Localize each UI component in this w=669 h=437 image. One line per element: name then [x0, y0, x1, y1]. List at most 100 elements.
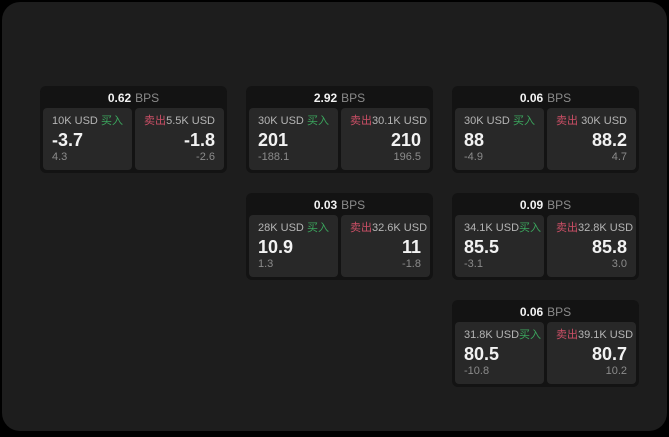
spread-value: 0.03: [313, 198, 338, 212]
buy-amount: 30K USD: [258, 115, 304, 127]
sell-sub-value: 196.5: [393, 151, 421, 163]
quote-card: 2.92 BPS 30K USD 买入 201 -188.1 卖出 30.1K …: [246, 86, 433, 173]
sell-panel[interactable]: 卖出 30.1K USD 210 196.5: [341, 108, 430, 170]
quote-card: 0.06 BPS 31.8K USD 买入 80.5 -10.8 卖出 39.1…: [452, 300, 639, 387]
spread-header: 2.92 BPS: [249, 89, 430, 108]
buy-price: 88: [464, 129, 485, 150]
buy-price: 201: [258, 129, 289, 150]
buy-amount: 34.1K USD: [464, 222, 520, 234]
sell-price: 210: [390, 129, 421, 150]
buy-price: -3.7: [52, 129, 84, 150]
buy-amount: 30K USD: [464, 115, 510, 127]
spread-header: 0.06 BPS: [455, 89, 636, 108]
sell-sub-value: -1.8: [402, 258, 421, 270]
spread-unit-label: BPS: [341, 91, 366, 105]
buy-sub-value: -188.1: [258, 151, 290, 163]
sell-sub-value: 4.7: [611, 151, 627, 163]
spread-value: 2.92: [313, 91, 338, 105]
quotes-grid: 0.62 BPS 10K USD 买入 -3.7 4.3 卖出 5.5K USD…: [40, 86, 639, 387]
quote-card: 0.09 BPS 34.1K USD 买入 85.5 -3.1 卖出 32.8K…: [452, 193, 639, 280]
sell-amount: 5.5K USD: [166, 115, 215, 127]
sell-panel-header: 卖出 5.5K USD: [144, 115, 215, 128]
spread-unit-label: BPS: [341, 198, 366, 212]
buy-panel[interactable]: 28K USD 买入 10.9 1.3: [249, 215, 338, 277]
sell-amount: 30.1K USD: [372, 115, 428, 127]
buy-side-label: 买入: [307, 222, 329, 234]
sell-side-label: 卖出: [350, 222, 372, 234]
sell-price: 85.8: [591, 236, 627, 257]
spread-value: 0.62: [107, 91, 132, 105]
spread-unit-label: BPS: [547, 305, 572, 319]
sell-amount: 32.6K USD: [372, 222, 428, 234]
spread-header: 0.03 BPS: [249, 196, 430, 215]
sell-panel[interactable]: 卖出 32.8K USD 85.8 3.0: [547, 215, 636, 277]
sell-panel[interactable]: 卖出 5.5K USD -1.8 -2.6: [135, 108, 224, 170]
buy-panel-header: 28K USD 买入: [258, 222, 329, 235]
quote-panels: 31.8K USD 买入 80.5 -10.8 卖出 39.1K USD 80.…: [455, 322, 636, 384]
quote-panels: 34.1K USD 买入 85.5 -3.1 卖出 32.8K USD 85.8…: [455, 215, 636, 277]
quote-panels: 28K USD 买入 10.9 1.3 卖出 32.6K USD 11 -1.8: [249, 215, 430, 277]
sell-price: -1.8: [183, 129, 215, 150]
spread-header: 0.09 BPS: [455, 196, 636, 215]
sell-price: 88.2: [591, 129, 627, 150]
buy-price: 80.5: [464, 343, 500, 364]
sell-panel[interactable]: 卖出 32.6K USD 11 -1.8: [341, 215, 430, 277]
buy-panel-header: 10K USD 买入: [52, 115, 123, 128]
sell-panel[interactable]: 卖出 30K USD 88.2 4.7: [547, 108, 636, 170]
sell-panel-header: 卖出 30K USD: [556, 115, 627, 128]
buy-panel-header: 30K USD 买入: [258, 115, 329, 128]
sell-amount: 30K USD: [581, 115, 627, 127]
buy-price: 10.9: [258, 236, 294, 257]
buy-panel-header: 34.1K USD 买入: [464, 222, 541, 235]
buy-panel-header: 31.8K USD 买入: [464, 329, 541, 342]
buy-panel[interactable]: 31.8K USD 买入 80.5 -10.8: [455, 322, 544, 384]
quote-card: 0.03 BPS 28K USD 买入 10.9 1.3 卖出 32.6K US…: [246, 193, 433, 280]
sell-sub-value: 3.0: [611, 258, 627, 270]
buy-amount: 10K USD: [52, 115, 98, 127]
quote-panels: 30K USD 买入 88 -4.9 卖出 30K USD 88.2 4.7: [455, 108, 636, 170]
sell-sub-value: 10.2: [605, 365, 627, 377]
buy-sub-value: -3.1: [464, 258, 483, 270]
sell-price: 80.7: [591, 343, 627, 364]
spread-value: 0.06: [519, 91, 544, 105]
buy-panel-header: 30K USD 买入: [464, 115, 535, 128]
buy-sub-value: -10.8: [464, 365, 490, 377]
buy-side-label: 买入: [101, 115, 123, 127]
spread-unit-label: BPS: [547, 198, 572, 212]
sell-side-label: 卖出: [556, 222, 578, 234]
buy-sub-value: 4.3: [52, 151, 68, 163]
buy-amount: 28K USD: [258, 222, 304, 234]
sell-price: 11: [401, 236, 421, 257]
quote-board-screen: 0.62 BPS 10K USD 买入 -3.7 4.3 卖出 5.5K USD…: [2, 2, 667, 431]
sell-side-label: 卖出: [350, 115, 372, 127]
buy-price: 85.5: [464, 236, 500, 257]
buy-side-label: 买入: [519, 329, 542, 341]
spread-unit-label: BPS: [547, 91, 572, 105]
spread-header: 0.06 BPS: [455, 303, 636, 322]
buy-sub-value: 1.3: [258, 258, 274, 270]
buy-panel[interactable]: 10K USD 买入 -3.7 4.3: [43, 108, 132, 170]
sell-panel-header: 卖出 32.8K USD: [556, 222, 633, 235]
sell-panel-header: 卖出 32.6K USD: [350, 222, 427, 235]
buy-panel[interactable]: 30K USD 买入 88 -4.9: [455, 108, 544, 170]
sell-panel-header: 卖出 39.1K USD: [556, 329, 633, 342]
sell-sub-value: -2.6: [196, 151, 215, 163]
sell-side-label: 卖出: [556, 329, 578, 341]
sell-panel-header: 卖出 30.1K USD: [350, 115, 427, 128]
buy-side-label: 买入: [307, 115, 329, 127]
buy-amount: 31.8K USD: [464, 329, 520, 341]
quote-panels: 30K USD 买入 201 -188.1 卖出 30.1K USD 210 1…: [249, 108, 430, 170]
buy-panel[interactable]: 34.1K USD 买入 85.5 -3.1: [455, 215, 544, 277]
sell-amount: 39.1K USD: [578, 329, 634, 341]
spread-unit-label: BPS: [135, 91, 160, 105]
spread-header: 0.62 BPS: [43, 89, 224, 108]
sell-amount: 32.8K USD: [578, 222, 634, 234]
quote-panels: 10K USD 买入 -3.7 4.3 卖出 5.5K USD -1.8 -2.…: [43, 108, 224, 170]
sell-side-label: 卖出: [144, 115, 166, 127]
sell-panel[interactable]: 卖出 39.1K USD 80.7 10.2: [547, 322, 636, 384]
sell-side-label: 卖出: [556, 115, 578, 127]
buy-panel[interactable]: 30K USD 买入 201 -188.1: [249, 108, 338, 170]
buy-side-label: 买入: [519, 222, 542, 234]
spread-value: 0.09: [519, 198, 544, 212]
